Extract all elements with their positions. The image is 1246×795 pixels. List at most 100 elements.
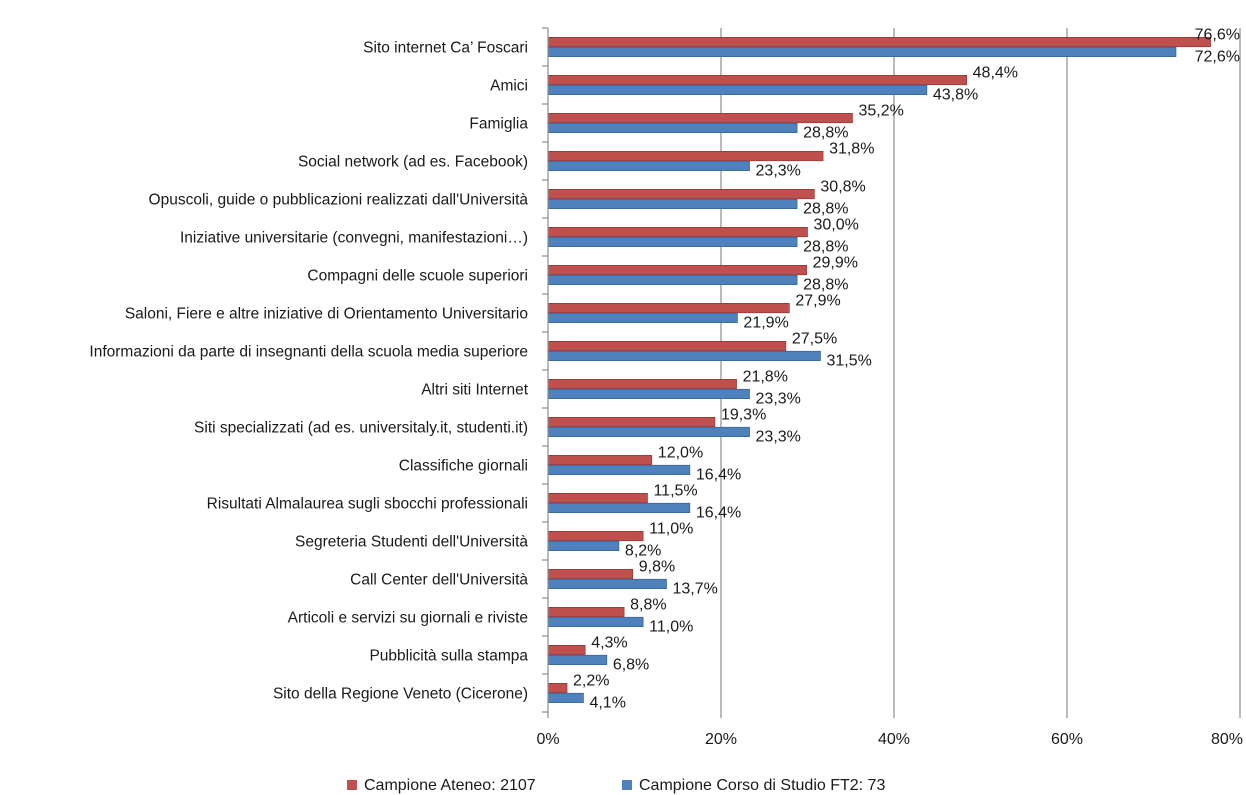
bar-ateneo [547, 36, 1211, 48]
bar-corso [547, 236, 798, 247]
bar-corso [547, 502, 691, 514]
value-label-ateneo: 31,8% [829, 140, 874, 157]
category-label: Call Center dell'Università [350, 572, 528, 589]
axes [542, 27, 1241, 718]
value-label-ateneo: 21,8% [743, 368, 788, 385]
bar-corso [547, 198, 798, 209]
bar-corso [547, 84, 928, 95]
category-label: Articoli e servizi su giornali e riviste [288, 610, 528, 627]
legend-swatch-ateneo [347, 780, 357, 790]
value-label-corso: 28,8% [803, 239, 848, 256]
category-label: Pubblicità sulla stampa [369, 648, 528, 665]
category-labels: Sito internet Ca’ Foscari Amici Famiglia So… [89, 40, 528, 703]
category-label: Famiglia [469, 116, 528, 133]
bar-corso [547, 464, 691, 476]
bar-ateneo [547, 189, 815, 200]
value-label-corso: 28,8% [803, 125, 848, 142]
value-label-corso: 23,3% [756, 391, 801, 408]
category-label: Sito internet Ca’ Foscari [363, 40, 528, 57]
value-label-corso: 43,8% [933, 87, 978, 104]
value-label-corso: 23,3% [756, 429, 801, 446]
value-label-corso: 72,6% [1195, 49, 1240, 66]
category-label: Segreteria Studenti dell'Università [295, 534, 528, 551]
value-label-corso: 8,2% [625, 543, 661, 560]
value-label-corso: 4,1% [589, 695, 625, 712]
gridlines [720, 28, 1241, 712]
bar-corso [547, 274, 798, 286]
legend-swatch-corso [622, 780, 632, 790]
value-label-corso: 6,8% [613, 657, 649, 674]
category-label: Opuscoli, guide o pubblicazioni realizza… [149, 192, 529, 209]
value-label-corso: 21,9% [743, 315, 788, 332]
value-label-corso: 16,4% [696, 467, 741, 484]
value-label-corso: 11,0% [649, 619, 693, 636]
bar-corso [547, 46, 1177, 58]
value-label-corso: 16,4% [696, 505, 741, 522]
value-label-ateneo: 48,4% [973, 64, 1018, 81]
value-label-corso: 28,8% [803, 277, 848, 294]
x-tick-label: 0% [536, 731, 559, 748]
bar-ateneo [547, 530, 644, 542]
category-label: Saloni, Fiere e altre iniziative di Orie… [125, 306, 528, 323]
category-label: Iniziative universitarie (convegni, mani… [180, 230, 528, 247]
bar-ateneo [547, 151, 824, 162]
bar-ateneo [547, 606, 625, 618]
value-label-ateneo: 27,9% [795, 292, 840, 309]
value-label-corso: 31,5% [826, 353, 871, 370]
value-labels: 76,6%72,6%48,4%43,8%35,2%28,8%31,8%23,3%… [573, 26, 1240, 711]
value-label-ateneo: 35,2% [858, 102, 903, 119]
category-label: Altri siti Internet [421, 382, 529, 399]
category-label: Social network (ad es. Facebook) [298, 154, 528, 171]
category-label: Amici [490, 78, 528, 95]
value-label-corso: 23,3% [756, 163, 801, 180]
bar-corso [547, 616, 644, 628]
bar-ateneo [547, 264, 807, 276]
value-label-ateneo: 30,8% [820, 178, 865, 195]
bar-ateneo [547, 644, 586, 656]
legend-label-corso: Campione Corso di Studio FT2: 73 [639, 777, 885, 794]
value-label-ateneo: 11,5% [653, 482, 697, 499]
bar-corso [547, 122, 798, 133]
value-label-ateneo: 30,0% [814, 216, 859, 233]
category-label: Classifiche giornali [399, 458, 528, 475]
bar-ateneo [547, 113, 853, 124]
bar-corso [547, 692, 584, 704]
category-label: Sito della Regione Veneto (Cicerone) [273, 686, 528, 703]
bar-ateneo [547, 454, 653, 466]
bar-ateneo [547, 682, 568, 694]
bar-corso [547, 312, 738, 324]
bar-corso [547, 540, 620, 552]
bar-corso [547, 160, 750, 171]
bar-ateneo [547, 568, 634, 580]
value-label-ateneo: 27,5% [792, 330, 837, 347]
x-tick-label: 60% [1051, 731, 1083, 748]
value-label-ateneo: 8,8% [630, 596, 666, 613]
bar-corso [547, 654, 608, 666]
legend-label-ateneo: Campione Ateneo: 2107 [364, 777, 536, 794]
bar-ateneo [547, 75, 967, 86]
x-tick-label: 40% [878, 731, 910, 748]
x-tick-labels: 0% 20% 40% 60% 80% [536, 731, 1243, 748]
bar-corso [547, 578, 667, 590]
bar-corso [547, 350, 821, 362]
bar-ateneo [547, 227, 808, 238]
value-label-corso: 28,8% [803, 201, 848, 218]
value-label-corso: 13,7% [673, 581, 718, 598]
bar-ateneo [547, 492, 648, 504]
bar-ateneo [547, 416, 716, 428]
value-label-ateneo: 12,0% [658, 444, 703, 461]
x-tick-label: 80% [1211, 731, 1243, 748]
value-label-ateneo: 11,0% [649, 520, 693, 537]
category-label: Compagni delle scuole superiori [307, 268, 528, 285]
category-label: Informazioni da parte di insegnanti dell… [89, 344, 528, 361]
bar-ateneo [547, 340, 787, 352]
bar-ateneo [547, 302, 790, 314]
bar-corso [547, 426, 750, 438]
value-label-ateneo: 4,3% [591, 634, 627, 651]
x-tick-label: 20% [705, 731, 737, 748]
value-label-ateneo: 29,9% [813, 254, 858, 271]
value-label-ateneo: 19,3% [721, 406, 766, 423]
value-label-ateneo: 76,6% [1195, 26, 1240, 43]
bar-corso [547, 388, 750, 400]
